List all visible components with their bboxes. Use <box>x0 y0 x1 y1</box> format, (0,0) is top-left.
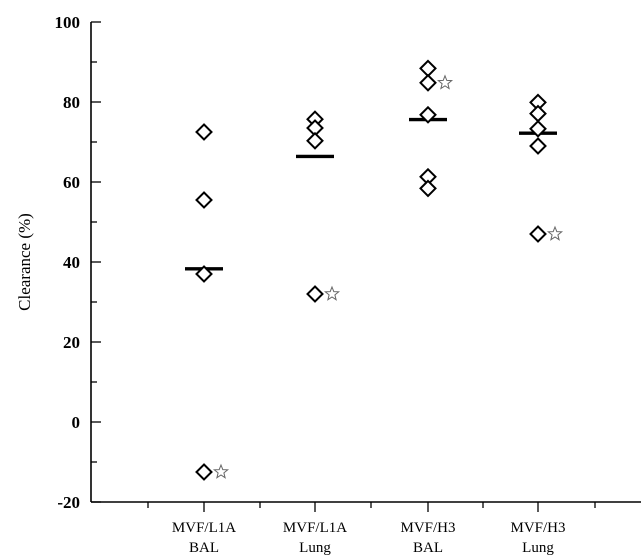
y-tick-label: -20 <box>57 493 80 512</box>
data-point <box>529 225 547 243</box>
data-point <box>306 131 324 150</box>
y-tick-label: 100 <box>55 13 81 32</box>
star-marker <box>546 225 564 241</box>
y-tick-label: 80 <box>63 93 80 112</box>
y-tick-label: 20 <box>63 333 80 352</box>
data-point <box>195 265 213 283</box>
data-point <box>419 59 437 78</box>
star-marker <box>323 285 341 301</box>
x-ticks: MVF/L1A BAL MVF/L1A Lung MVF/H3 BAL MVF/H3 Lung <box>147 502 596 556</box>
data-point <box>529 104 547 123</box>
data-point <box>195 191 213 209</box>
y-axis-label: Clearance (%) <box>15 213 34 311</box>
y-ticks: -20 0 20 40 60 80 100 <box>55 13 101 512</box>
x-tick-label-line1: MVF/H3 <box>510 520 565 536</box>
data-point <box>419 179 437 198</box>
mean-bars <box>185 117 557 271</box>
x-tick-label-line2: BAL <box>189 540 219 556</box>
star-marker <box>436 74 454 90</box>
data-point <box>419 105 437 124</box>
y-tick-label: 0 <box>72 413 81 432</box>
y-tick-label: 60 <box>63 173 80 192</box>
data-point <box>306 285 324 303</box>
data-point <box>529 119 547 138</box>
x-tick-label-line1: MVF/H3 <box>400 520 455 536</box>
y-tick-label: 40 <box>63 253 80 272</box>
x-tick-label-line2: Lung <box>299 540 331 556</box>
star-marker <box>212 463 230 479</box>
x-tick-label-line2: Lung <box>522 540 554 556</box>
x-tick-label-line2: BAL <box>413 540 443 556</box>
x-tick-label-line1: MVF/L1A <box>172 520 236 536</box>
star-markers <box>212 74 564 479</box>
x-tick-label-line1: MVF/L1A <box>283 520 347 536</box>
data-point <box>529 137 547 155</box>
data-points <box>195 59 547 481</box>
data-point <box>195 123 213 141</box>
data-point <box>195 463 213 481</box>
data-point <box>419 73 437 92</box>
